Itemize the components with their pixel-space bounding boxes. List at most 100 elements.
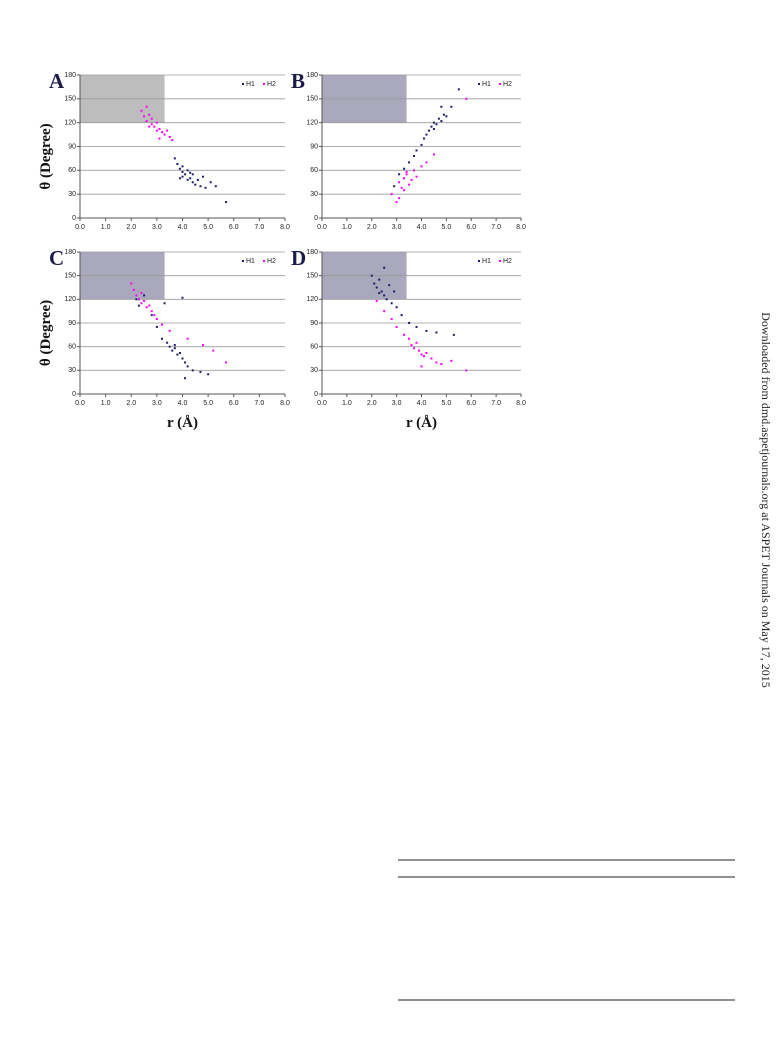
point <box>184 377 187 380</box>
point <box>410 344 413 347</box>
point <box>153 314 156 317</box>
point <box>375 286 378 289</box>
point <box>420 365 423 368</box>
x-tick-label: 4.0 <box>178 400 188 407</box>
legend-label: H1 <box>482 81 491 88</box>
point <box>435 361 438 364</box>
x-tick-label: 1.0 <box>101 400 111 407</box>
point <box>405 170 408 173</box>
legend-label: H2 <box>267 258 276 265</box>
point <box>427 129 430 132</box>
point <box>163 133 166 136</box>
point <box>168 135 171 138</box>
point <box>155 121 158 124</box>
point <box>196 178 199 181</box>
y-tick-label: 150 <box>64 96 76 103</box>
panel-label: A <box>49 69 65 93</box>
point <box>176 162 179 165</box>
point <box>418 349 421 352</box>
point <box>150 314 153 317</box>
y-tick-label: 90 <box>310 320 318 327</box>
y-tick-label: 120 <box>306 296 318 303</box>
x-tick-label: 7.0 <box>255 400 265 407</box>
legend-label: H1 <box>482 258 491 265</box>
point <box>143 299 146 302</box>
point <box>403 167 406 170</box>
point <box>440 120 443 123</box>
point <box>403 189 406 192</box>
point <box>184 361 187 364</box>
point <box>132 288 135 291</box>
x-tick-label: 6.0 <box>466 400 476 407</box>
point <box>380 290 383 293</box>
point <box>393 290 396 293</box>
legend-label: H1 <box>246 258 255 265</box>
point <box>420 143 423 146</box>
point <box>375 299 378 302</box>
y-tick-label: 90 <box>68 143 76 150</box>
point <box>202 344 204 347</box>
point <box>370 274 373 277</box>
panel-label: C <box>49 246 64 270</box>
point <box>408 161 411 164</box>
point <box>383 266 386 269</box>
point <box>457 88 460 91</box>
point <box>440 363 443 366</box>
point <box>150 117 153 120</box>
point <box>385 298 388 301</box>
point <box>209 181 212 184</box>
y-tick-label: 60 <box>310 167 318 174</box>
point <box>186 178 189 181</box>
point <box>400 186 403 189</box>
point <box>145 120 148 123</box>
x-tick-label: 1.0 <box>342 400 352 407</box>
point <box>199 370 202 373</box>
point <box>166 129 169 132</box>
y-tick-label: 60 <box>310 344 318 351</box>
point <box>181 170 184 173</box>
x-tick-label: 8.0 <box>516 224 526 231</box>
point <box>432 153 435 156</box>
point <box>405 173 408 176</box>
legend-marker <box>242 83 244 85</box>
panel-label: B <box>291 69 305 93</box>
legend-marker <box>242 260 244 262</box>
y-tick-label: 150 <box>306 96 318 103</box>
x-tick-label: 1.0 <box>101 224 111 231</box>
x-tick-label: 4.0 <box>178 224 188 231</box>
point <box>137 304 140 307</box>
point <box>158 128 161 131</box>
point <box>388 284 391 287</box>
point <box>145 105 148 108</box>
point <box>420 165 423 168</box>
point <box>168 345 171 348</box>
point <box>186 365 189 368</box>
point <box>181 357 184 360</box>
point <box>148 113 151 116</box>
panel-label: D <box>291 246 306 270</box>
point <box>225 201 228 204</box>
point <box>161 131 163 134</box>
point <box>207 373 210 376</box>
point <box>395 306 398 309</box>
point <box>204 186 207 189</box>
point <box>173 347 176 350</box>
point <box>140 292 143 295</box>
point <box>191 369 194 372</box>
x-tick-label: 2.0 <box>367 400 377 407</box>
point <box>145 306 148 309</box>
point <box>189 171 192 174</box>
point <box>422 137 425 140</box>
x-tick-label: 3.0 <box>152 400 162 407</box>
point <box>422 355 425 358</box>
point <box>403 177 406 180</box>
x-tick-label: 0.0 <box>317 400 327 407</box>
x-axis-label: r (Å) <box>167 415 198 431</box>
point <box>150 310 153 313</box>
point <box>430 357 433 360</box>
x-tick-label: 2.0 <box>126 400 136 407</box>
x-tick-label: 6.0 <box>229 224 239 231</box>
x-tick-label: 6.0 <box>466 224 476 231</box>
x-tick-label: 3.0 <box>152 224 162 231</box>
